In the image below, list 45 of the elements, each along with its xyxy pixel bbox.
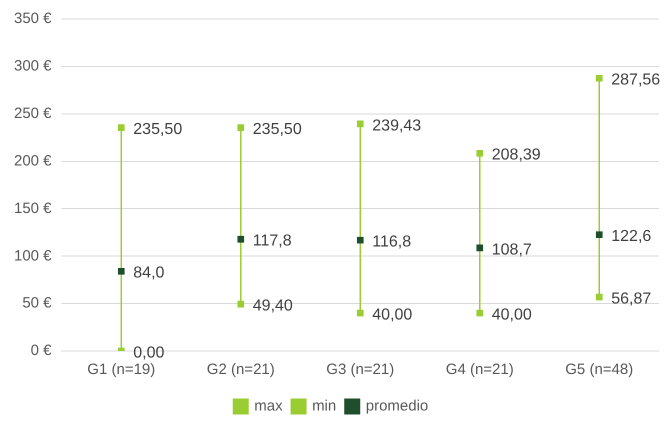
legend-label: min <box>312 398 336 415</box>
point <box>237 300 244 308</box>
y-tick-label: 0 € <box>30 342 52 360</box>
data-label: 239,43 <box>372 117 422 134</box>
y-tick-label: 50 € <box>22 294 52 312</box>
point <box>476 310 484 316</box>
x-tick-label: G4 (n=21) <box>446 361 514 378</box>
x-tick-label: G3 (n=21) <box>326 361 394 378</box>
point <box>476 244 484 252</box>
data-label: 56,87 <box>611 290 652 308</box>
y-tick-label: 200 € <box>14 152 52 170</box>
y-tick-label: 350 € <box>14 10 52 28</box>
data-label: 235,50 <box>133 121 182 138</box>
point <box>237 124 244 131</box>
point <box>596 74 603 82</box>
data-label: 108,7 <box>492 241 532 258</box>
data-label: 40,00 <box>492 306 532 324</box>
point <box>476 150 484 157</box>
data-label: 287,56 <box>611 72 660 89</box>
point <box>356 236 364 244</box>
point <box>118 124 125 131</box>
point <box>118 268 125 275</box>
point <box>356 120 364 128</box>
y-tick-label: 300 € <box>14 58 52 75</box>
point <box>356 310 364 316</box>
data-label: 40,00 <box>372 306 412 324</box>
x-tick-label: G5 (n=48) <box>565 361 634 378</box>
data-label: 84,0 <box>133 264 165 282</box>
data-label: 235,50 <box>252 121 302 138</box>
x-tick-label: G1 (n=19) <box>87 361 156 378</box>
data-label: 0,00 <box>133 344 165 362</box>
legend-label: max <box>254 398 284 415</box>
point <box>596 231 603 238</box>
point <box>596 294 603 300</box>
data-label: 208,39 <box>492 146 541 164</box>
legend-label: promedio <box>366 398 428 415</box>
x-tick-label: G2 (n=21) <box>206 361 275 378</box>
data-label: 116,8 <box>372 234 412 251</box>
data-label: 49,40 <box>252 298 293 315</box>
data-label: 122,6 <box>611 228 652 246</box>
y-tick-label: 250 € <box>14 105 52 122</box>
data-label: 117,8 <box>252 232 292 250</box>
point <box>237 236 244 243</box>
y-tick-label: 150 € <box>14 200 52 217</box>
y-tick-label: 100 € <box>14 247 52 264</box>
